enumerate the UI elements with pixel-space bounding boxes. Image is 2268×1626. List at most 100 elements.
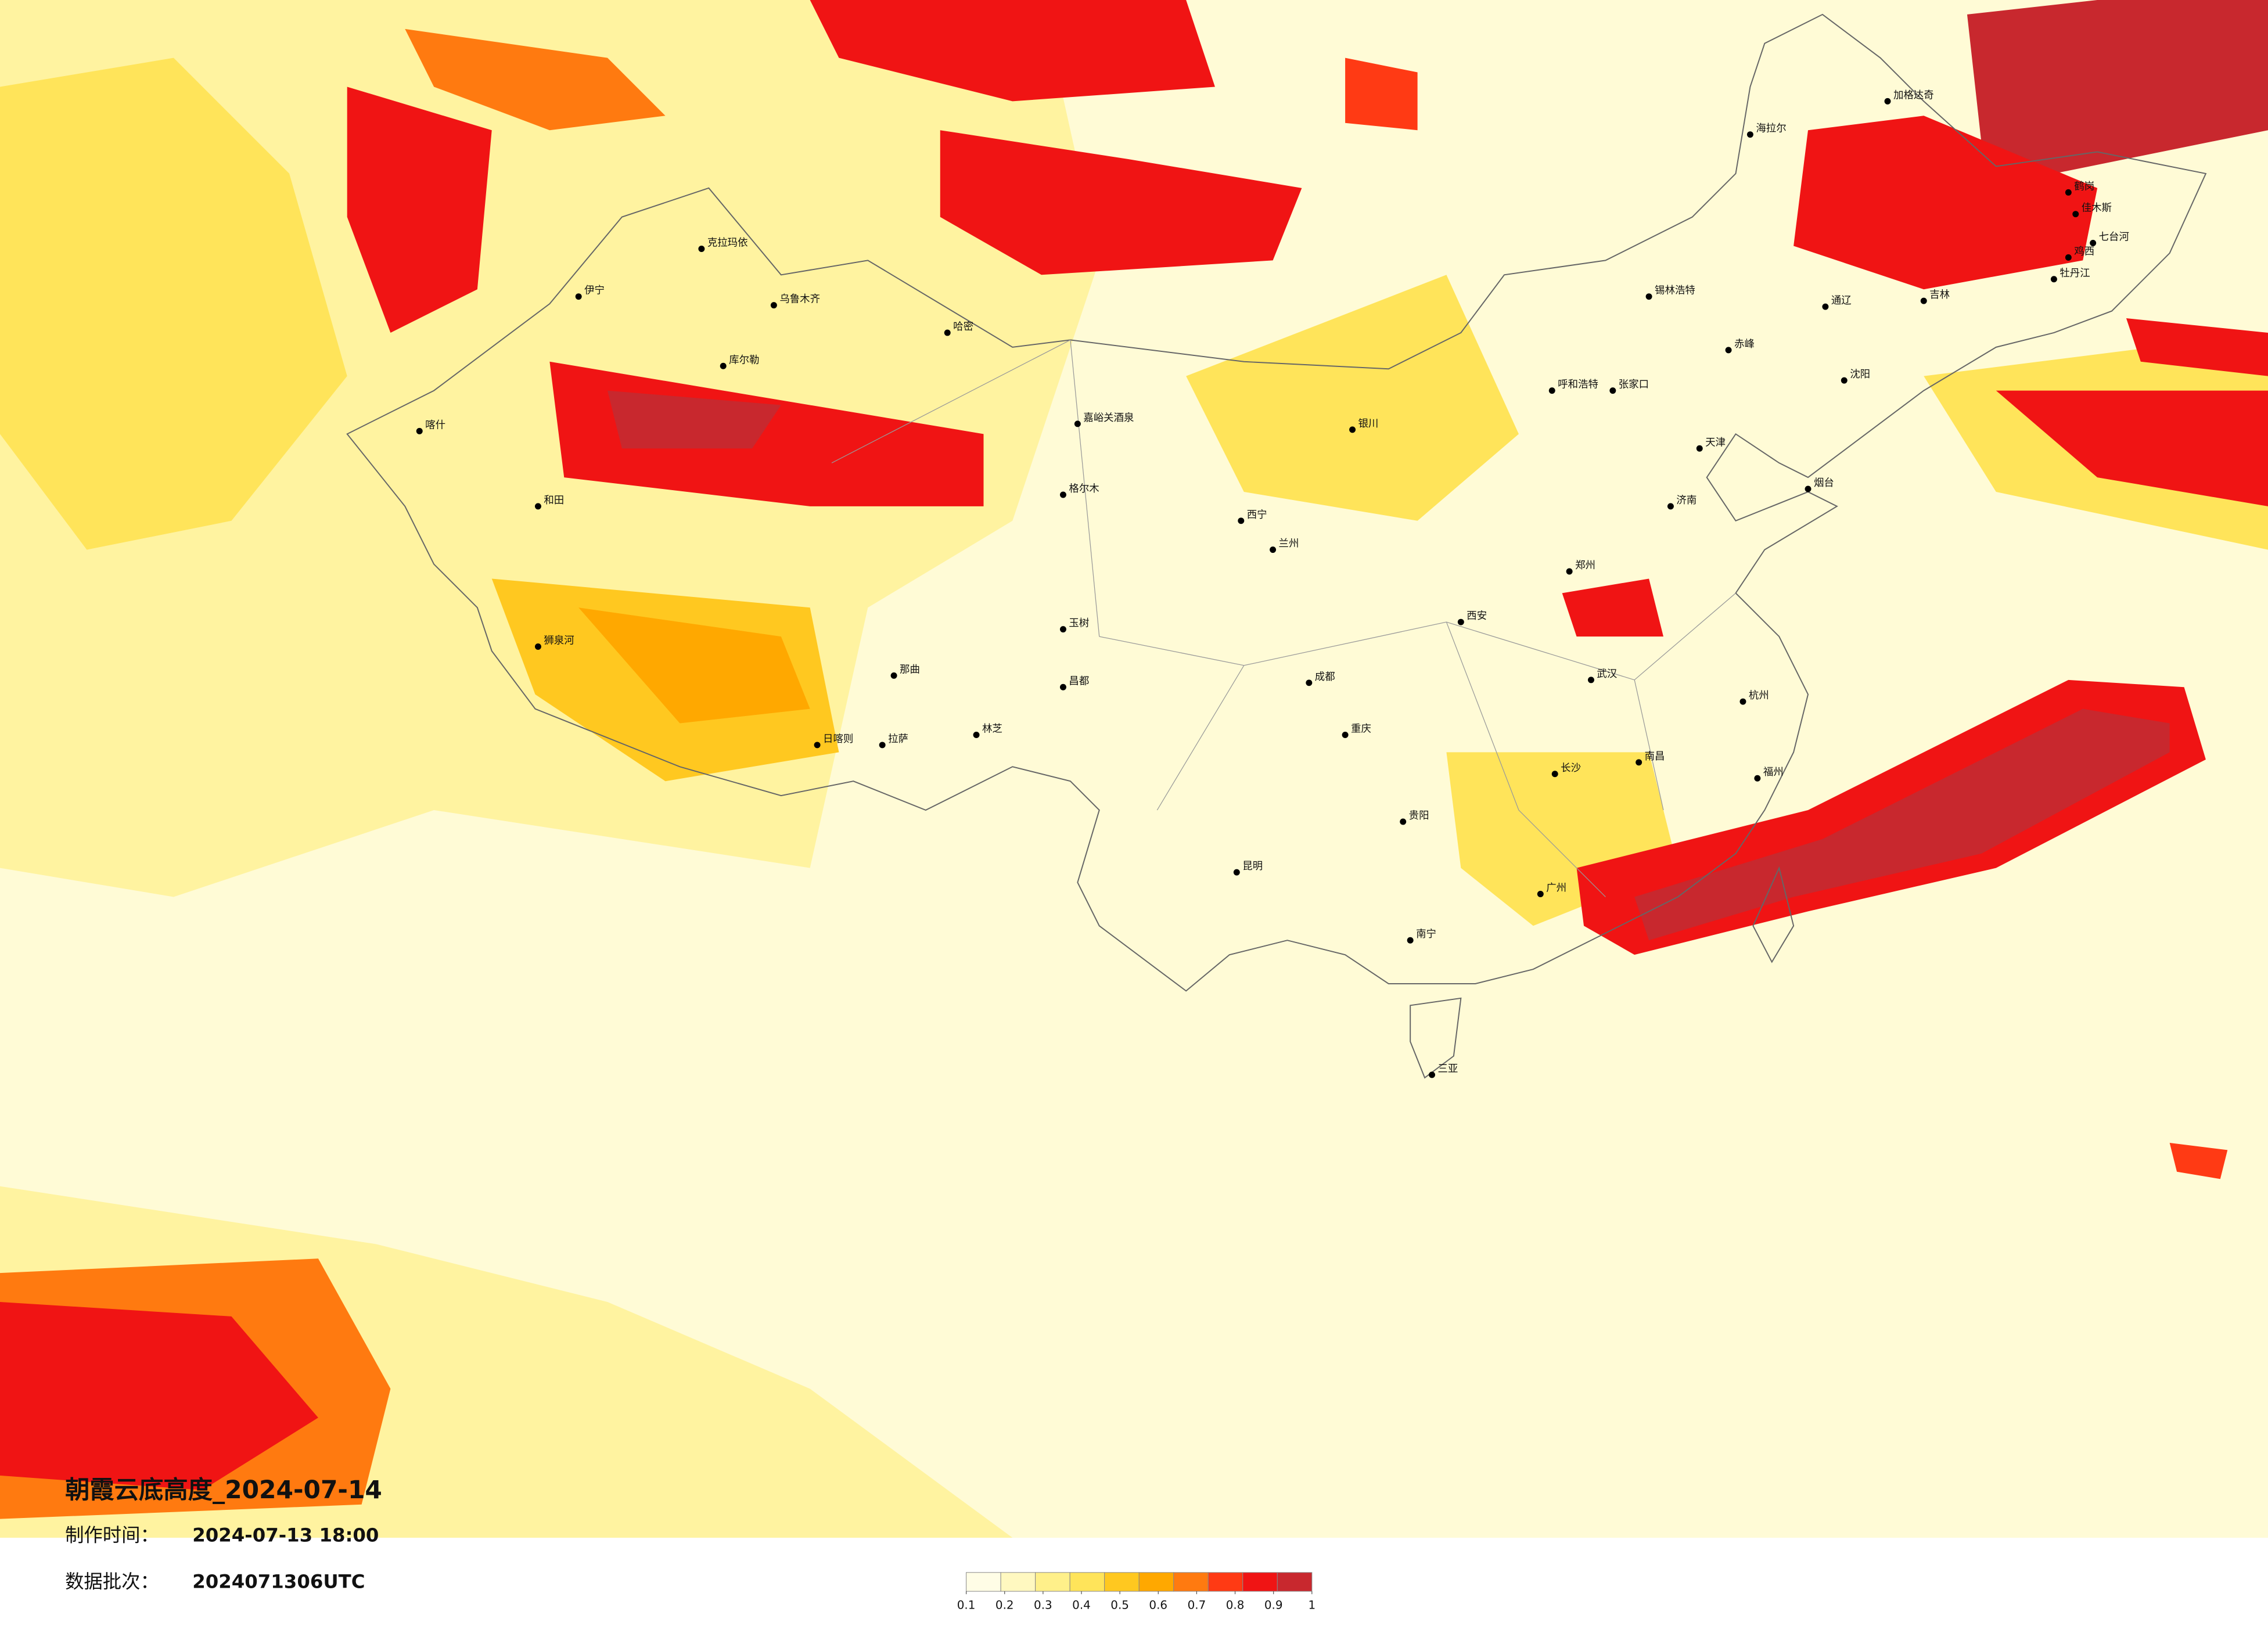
city-dot: [1074, 420, 1081, 427]
heat-area: [0, 57, 347, 550]
province-border: [831, 339, 1736, 897]
city-dot: [416, 427, 423, 434]
city-label: 锡林浩特: [1655, 285, 1695, 297]
heat-area: [2169, 1142, 2228, 1179]
city-label: 加格达奇: [1893, 89, 1934, 101]
city-dot: [1551, 771, 1558, 778]
city-label: 通辽: [1831, 295, 1852, 307]
city-dot: [1884, 98, 1891, 105]
city-dot: [1667, 503, 1674, 510]
heat-area: [1186, 275, 1519, 521]
legend-tick-label: 0.1: [957, 1599, 976, 1612]
city-dot: [2050, 276, 2057, 283]
heat-field: [0, 0, 2268, 1538]
city-dot: [770, 302, 777, 309]
legend-tick-label: 0.8: [1226, 1599, 1245, 1612]
city-dot: [1920, 297, 1927, 304]
city-label: 广州: [1546, 883, 1566, 894]
legend-tick-label: 0.4: [1072, 1599, 1091, 1612]
legend-swatch: [1138, 1572, 1174, 1592]
city-dot: [879, 742, 886, 749]
city-label: 天津: [1705, 437, 1726, 448]
city-label: 昆明: [1242, 861, 1263, 872]
legend-swatch: [1242, 1572, 1278, 1592]
city-label: 和田: [544, 495, 564, 506]
city-label: 张家口: [1619, 379, 1649, 391]
city-label: 七台河: [2099, 232, 2129, 243]
city-label: 那曲: [900, 664, 920, 675]
city-dot: [1233, 869, 1240, 876]
city-label: 济南: [1676, 495, 1696, 506]
batch-value: 2024071306UTC: [192, 1570, 365, 1592]
heat-area: [1634, 708, 2170, 941]
city-dot: [973, 732, 980, 738]
heat-area: [607, 390, 781, 449]
heat-area: [1967, 0, 2268, 174]
legend-tick-label: 0.9: [1264, 1599, 1283, 1612]
city-dot: [1059, 626, 1066, 633]
city-dot: [814, 742, 821, 749]
city-dot: [1457, 618, 1464, 625]
city-dot: [1407, 937, 1414, 944]
city-label: 狮泉河: [544, 635, 574, 647]
city-dot: [1306, 679, 1313, 686]
city-dot: [534, 643, 541, 650]
heat-area: [405, 28, 666, 131]
city-label: 成都: [1315, 671, 1335, 683]
borders: [346, 13, 2207, 1079]
city-label: 贵阳: [1409, 810, 1429, 822]
legend-tick-label: 0.3: [1034, 1599, 1052, 1612]
legend-swatch: [966, 1572, 1001, 1592]
city-dot: [1342, 732, 1349, 738]
city-dot: [1725, 347, 1732, 354]
city-label: 佳木斯: [2082, 203, 2112, 214]
city-dot: [1059, 684, 1066, 690]
city-dot: [2065, 189, 2072, 196]
city-dot: [944, 329, 951, 336]
city-dot: [534, 503, 541, 510]
map-title: 朝霞云底高度_2024-07-14: [65, 1476, 382, 1504]
legend-tick-label: 0.6: [1149, 1599, 1167, 1612]
heat-area: [940, 130, 1302, 275]
city-dot: [1636, 759, 1642, 766]
city-label: 牡丹江: [2059, 268, 2090, 279]
legend-swatch: [1069, 1572, 1105, 1592]
legend-swatch: [1207, 1572, 1243, 1592]
city-label: 银川: [1358, 418, 1379, 430]
city-label: 林芝: [982, 724, 1002, 735]
city-dot: [1746, 131, 1753, 138]
city-dot: [2065, 254, 2072, 261]
city-label: 海拉尔: [1756, 123, 1786, 135]
city-label: 西安: [1467, 610, 1487, 622]
city-label: 鹤岗: [2074, 181, 2094, 192]
city-label: 福州: [1763, 767, 1784, 778]
color-legend: 0.1 0.2 0.3 0.4 0.5 0.6 0.7 0.8 0.9 1: [957, 1572, 1315, 1612]
city-label: 武汉: [1597, 668, 1617, 680]
legend-swatch: [1104, 1572, 1140, 1592]
city-label: 长沙: [1561, 762, 1581, 774]
city-label: 日喀则: [823, 733, 853, 745]
city-label: 伊宁: [584, 285, 605, 297]
city-label: 南宁: [1416, 929, 1436, 940]
city-dot: [1238, 517, 1245, 524]
city-dot: [1609, 387, 1616, 394]
city-dot: [575, 293, 582, 300]
island-border: [1410, 997, 1462, 1079]
city-label: 兰州: [1279, 538, 1299, 550]
legend-swatch: [1035, 1572, 1070, 1592]
legend-swatch: [1173, 1572, 1209, 1592]
city-label: 三亚: [1437, 1063, 1458, 1075]
city-dot: [698, 245, 705, 252]
heat-area: [2126, 318, 2268, 376]
city-dot: [1696, 445, 1703, 452]
city-dot: [1587, 677, 1594, 684]
city-dot: [1754, 775, 1761, 782]
city-label: 克拉玛依: [707, 238, 748, 249]
city-dot: [1805, 485, 1811, 492]
city-label: 吉林: [1929, 289, 1950, 301]
heat-area: [1793, 116, 2098, 290]
heat-area: [578, 607, 810, 724]
time-value: 2024-07-13 18:00: [192, 1524, 379, 1546]
